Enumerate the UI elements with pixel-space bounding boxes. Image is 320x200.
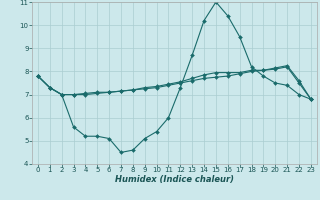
X-axis label: Humidex (Indice chaleur): Humidex (Indice chaleur) (115, 175, 234, 184)
